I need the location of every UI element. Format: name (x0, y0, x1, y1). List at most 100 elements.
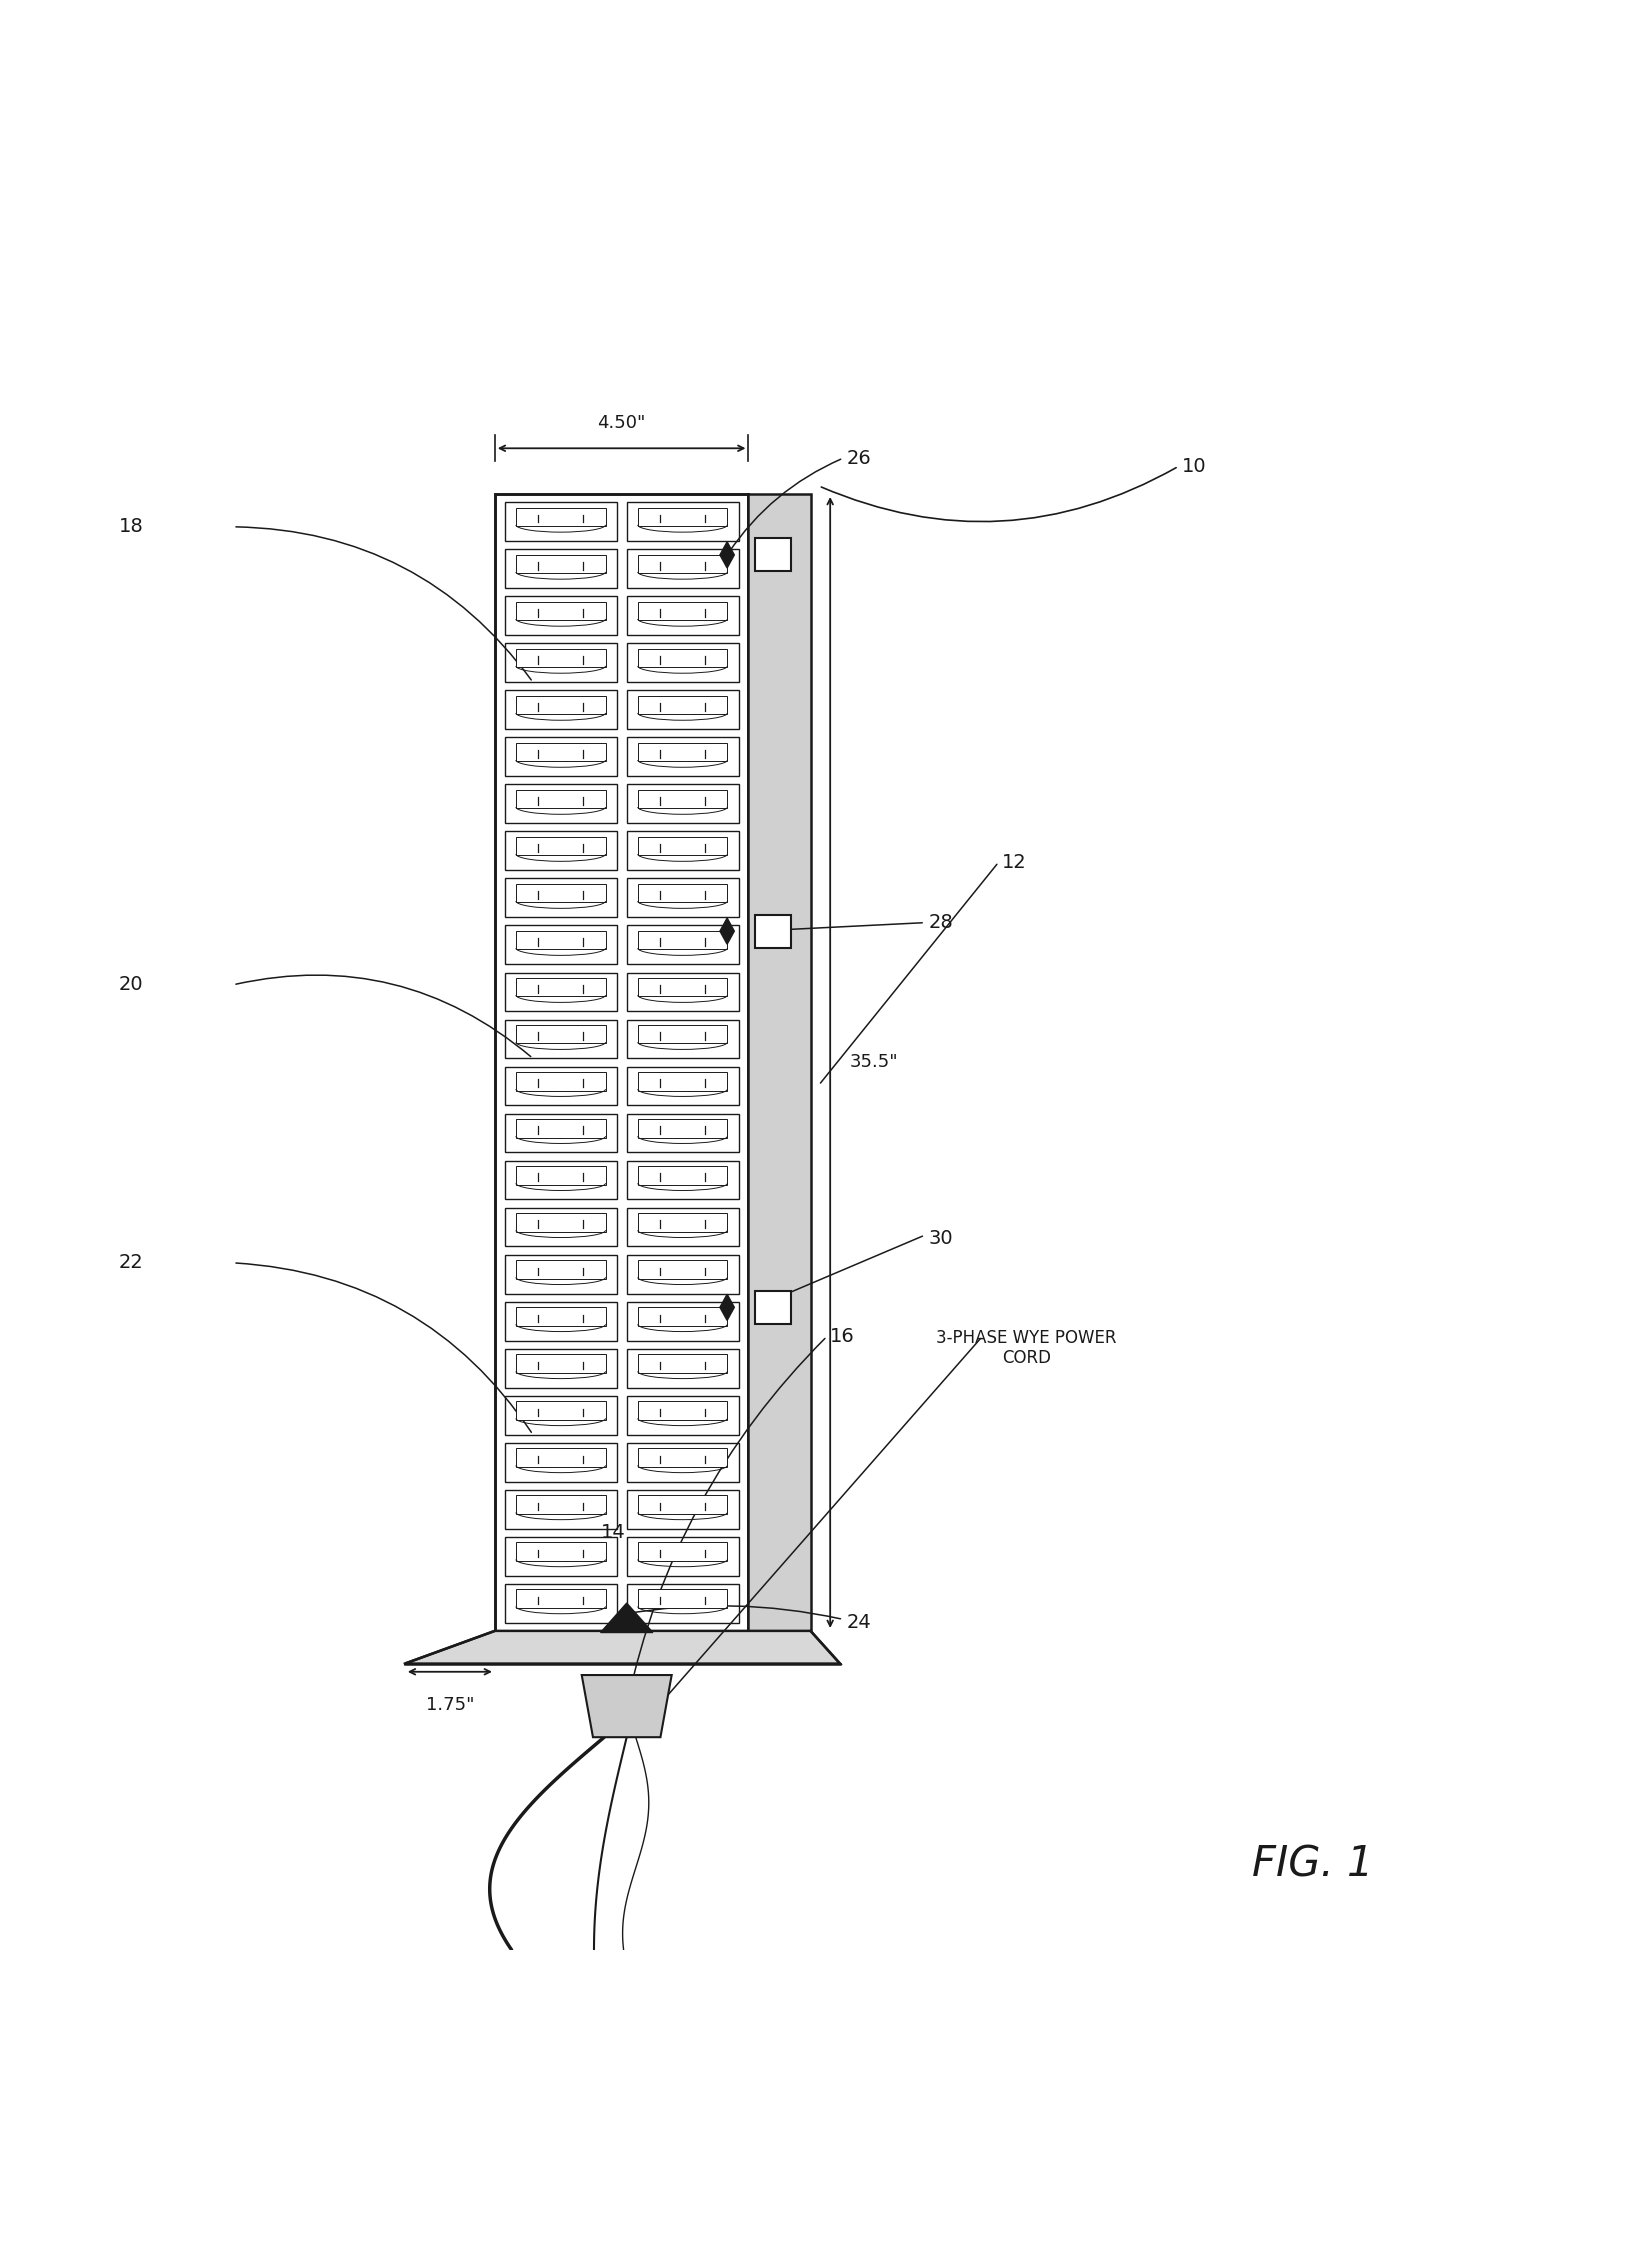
Bar (638, 838, 727, 856)
Bar (626, 1395, 738, 1435)
Bar (505, 1302, 616, 1340)
Polygon shape (404, 1630, 840, 1664)
Bar (626, 926, 738, 964)
Text: 14: 14 (602, 1524, 626, 1542)
Bar (626, 1349, 738, 1388)
Bar (638, 978, 727, 996)
Bar (638, 1214, 727, 1232)
Bar (638, 602, 727, 620)
Bar (638, 695, 727, 715)
Bar (626, 643, 738, 681)
Bar (755, 915, 791, 949)
Bar (638, 790, 727, 808)
Text: 18: 18 (118, 516, 143, 537)
Text: 22: 22 (118, 1254, 143, 1272)
Bar (516, 1354, 605, 1372)
Bar (516, 507, 605, 525)
Bar (464, 1956, 602, 1986)
Bar (516, 1166, 605, 1184)
Bar (516, 1118, 605, 1137)
Bar (638, 507, 727, 525)
Bar (516, 838, 605, 856)
Bar (748, 494, 810, 1630)
Bar (516, 883, 605, 903)
Bar (755, 539, 791, 571)
Bar (626, 878, 738, 917)
Text: 30: 30 (929, 1229, 954, 1247)
Bar (626, 1537, 738, 1576)
Bar (505, 831, 616, 869)
Bar (755, 1290, 791, 1324)
Bar (626, 550, 738, 589)
Polygon shape (720, 541, 735, 568)
Bar (516, 931, 605, 949)
Bar (626, 1066, 738, 1105)
Bar (505, 1207, 616, 1247)
Bar (505, 1349, 616, 1388)
Bar (638, 1401, 727, 1420)
Bar (505, 1585, 616, 1623)
Bar (505, 783, 616, 824)
Bar (516, 695, 605, 715)
Bar (505, 1161, 616, 1200)
Polygon shape (720, 1295, 735, 1320)
Bar (626, 1585, 738, 1623)
Bar (626, 783, 738, 824)
Bar (516, 1401, 605, 1420)
Text: 12: 12 (1001, 854, 1026, 872)
Bar (626, 1302, 738, 1340)
Bar (638, 1354, 727, 1372)
Bar (495, 494, 748, 1630)
Bar (638, 1118, 727, 1137)
Bar (638, 1166, 727, 1184)
Bar (505, 1442, 616, 1481)
Bar (638, 650, 727, 668)
Bar (626, 1254, 738, 1293)
Bar (638, 1261, 727, 1279)
Bar (505, 974, 616, 1012)
Bar (638, 1026, 727, 1044)
Bar (516, 743, 605, 761)
Text: 26: 26 (847, 448, 871, 469)
Text: 16: 16 (830, 1327, 855, 1347)
Bar (638, 1306, 727, 1327)
Bar (638, 1449, 727, 1467)
Bar (505, 550, 616, 589)
Text: 3-PHASE WYE POWER
CORD: 3-PHASE WYE POWER CORD (935, 1329, 1116, 1367)
Bar (626, 1207, 738, 1247)
Bar (516, 1494, 605, 1515)
Bar (505, 1254, 616, 1293)
Text: 24: 24 (847, 1614, 871, 1632)
Bar (626, 831, 738, 869)
Text: 35.5": 35.5" (850, 1053, 898, 1071)
Bar (626, 1161, 738, 1200)
Bar (505, 1490, 616, 1528)
Bar (626, 1114, 738, 1152)
Bar (516, 1026, 605, 1044)
Bar (626, 1490, 738, 1528)
Bar (638, 1542, 727, 1560)
Bar (626, 595, 738, 636)
Bar (626, 691, 738, 729)
Bar (626, 1442, 738, 1481)
Bar (505, 503, 616, 541)
Bar (626, 738, 738, 777)
Bar (516, 1542, 605, 1560)
Bar (516, 1261, 605, 1279)
Text: 10: 10 (1182, 457, 1207, 475)
Bar (638, 1073, 727, 1091)
Bar (505, 1114, 616, 1152)
Polygon shape (582, 1675, 672, 1736)
Text: 4.50": 4.50" (597, 414, 646, 432)
Bar (505, 1066, 616, 1105)
Bar (516, 1589, 605, 1607)
Bar (516, 1214, 605, 1232)
Text: 20: 20 (118, 976, 143, 994)
Text: 1.75": 1.75" (426, 1696, 473, 1714)
Bar (638, 1494, 727, 1515)
Bar (516, 1449, 605, 1467)
Bar (505, 691, 616, 729)
Bar (638, 883, 727, 903)
Bar (516, 978, 605, 996)
Bar (626, 974, 738, 1012)
